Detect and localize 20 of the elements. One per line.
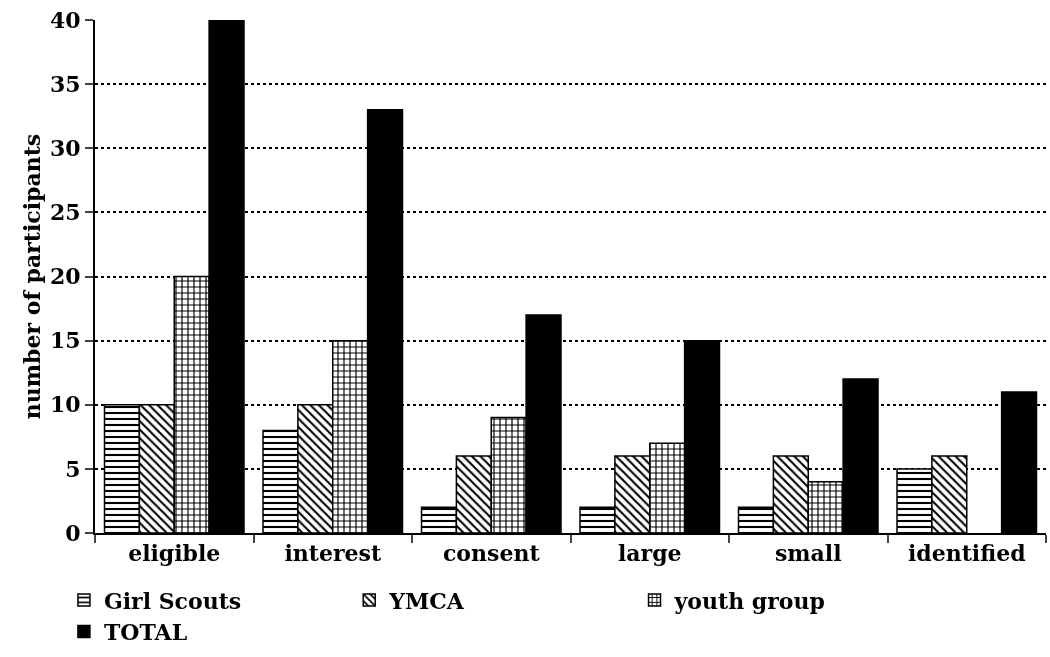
x-tick-label: eligible xyxy=(128,540,221,567)
x-tick-label: small xyxy=(774,540,842,567)
y-tick-label: 0 xyxy=(65,519,81,546)
text: Girl Scouts xyxy=(103,587,242,614)
y-tick-label: 5 xyxy=(65,455,81,482)
x-tick-label: consent xyxy=(442,540,541,567)
y-tick-label: 40 xyxy=(49,6,81,33)
x-tick-label: identified xyxy=(907,540,1026,567)
x-tick-label: large xyxy=(617,540,682,567)
y-axis-title: number of participants xyxy=(19,133,45,420)
text: YMCA xyxy=(388,587,465,614)
y-tick-label: 35 xyxy=(49,70,81,97)
x-tick-label: interest xyxy=(284,540,382,567)
y-tick-label: 25 xyxy=(49,199,81,226)
y-tick-label: 30 xyxy=(49,134,81,161)
text: youth group xyxy=(673,587,825,614)
y-tick-label: 15 xyxy=(49,327,81,354)
y-tick-label: 20 xyxy=(49,263,81,290)
legend-label: TOTAL xyxy=(103,619,188,646)
y-tick-label: 10 xyxy=(49,391,81,418)
